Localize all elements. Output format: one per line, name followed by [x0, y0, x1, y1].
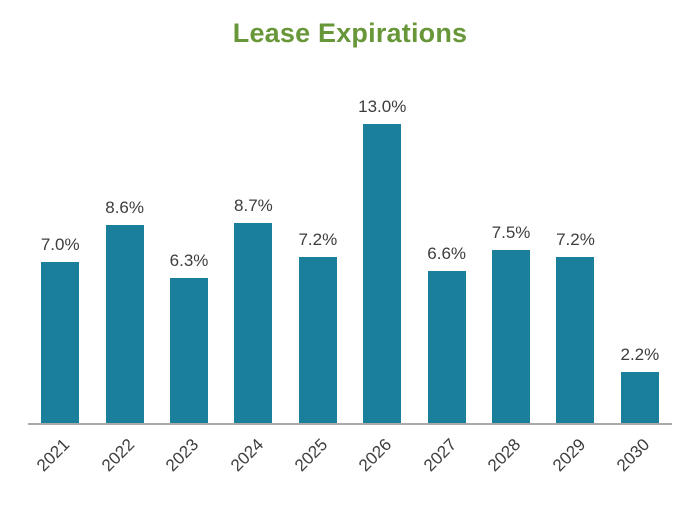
x-tick: 2026: [350, 425, 414, 489]
bar-group: 2.2%: [608, 345, 672, 423]
x-tick: 2025: [286, 425, 350, 489]
bar-value-label: 8.7%: [234, 196, 273, 215]
x-tick-label: 2030: [613, 435, 654, 476]
x-tick-label: 2022: [97, 435, 139, 476]
bar-value-label: 7.2%: [298, 230, 338, 249]
bar-value-label: 2.2%: [620, 345, 660, 364]
plot-area: 7.0% 8.6% 6.3% 8.7% 7.2% 13.0% 6.6% 7.5% 7.2% 2.2…: [28, 91, 672, 423]
bar-group: 6.6%: [414, 244, 478, 423]
x-tick: 2023: [157, 425, 221, 489]
bar-value-label: 8.6%: [105, 198, 144, 217]
bar-group: 7.2%: [286, 230, 350, 423]
bar: [105, 225, 144, 423]
x-tick: 2027: [414, 425, 478, 489]
bar: [41, 262, 80, 423]
x-tick-label: 2027: [419, 435, 461, 476]
x-tick: 2024: [221, 425, 285, 489]
x-tick: 2022: [92, 425, 156, 489]
bar: [427, 271, 466, 423]
bar-group: 8.7%: [221, 196, 285, 423]
bar-value-label: 6.6%: [427, 244, 467, 263]
x-tick-label: 2028: [484, 435, 525, 476]
chart-title: Lease Expirations: [232, 18, 468, 48]
x-axis-line: [28, 423, 672, 425]
bar: [170, 278, 209, 423]
bar-group: 7.5%: [479, 223, 543, 423]
bar-value-label: 7.0%: [40, 235, 80, 254]
x-tick-label: 2026: [355, 435, 396, 476]
x-tick: 2029: [543, 425, 607, 489]
bar-group: 7.2%: [543, 230, 607, 423]
bar: [620, 372, 659, 423]
bar: [298, 257, 337, 423]
x-tick-label: 2029: [548, 435, 589, 476]
bar-group: 13.0%: [350, 97, 414, 423]
bar: [492, 250, 531, 423]
bar-group: 7.0%: [28, 235, 92, 423]
bar-value-label: 13.0%: [358, 97, 407, 116]
bar: [556, 257, 595, 423]
x-tick: 2028: [479, 425, 543, 489]
x-tick-label: 2024: [226, 435, 267, 476]
bar-value-label: 6.3%: [169, 251, 209, 270]
x-tick-label: 2025: [291, 435, 332, 476]
bar-group: 8.6%: [92, 198, 156, 423]
x-tick: 2030: [608, 425, 672, 489]
bar-value-label: 7.2%: [556, 230, 595, 249]
x-tick-label: 2021: [33, 435, 74, 476]
bar: [363, 124, 402, 423]
x-axis-labels: 2021 2022 2023 2024 2025 2026 2027 2028 2029 2030: [28, 425, 672, 489]
x-tick-label: 2023: [162, 435, 203, 476]
bar-value-label: 7.5%: [491, 223, 531, 242]
x-tick: 2021: [28, 425, 92, 489]
bar: [234, 223, 273, 423]
bar-group: 6.3%: [157, 251, 221, 423]
